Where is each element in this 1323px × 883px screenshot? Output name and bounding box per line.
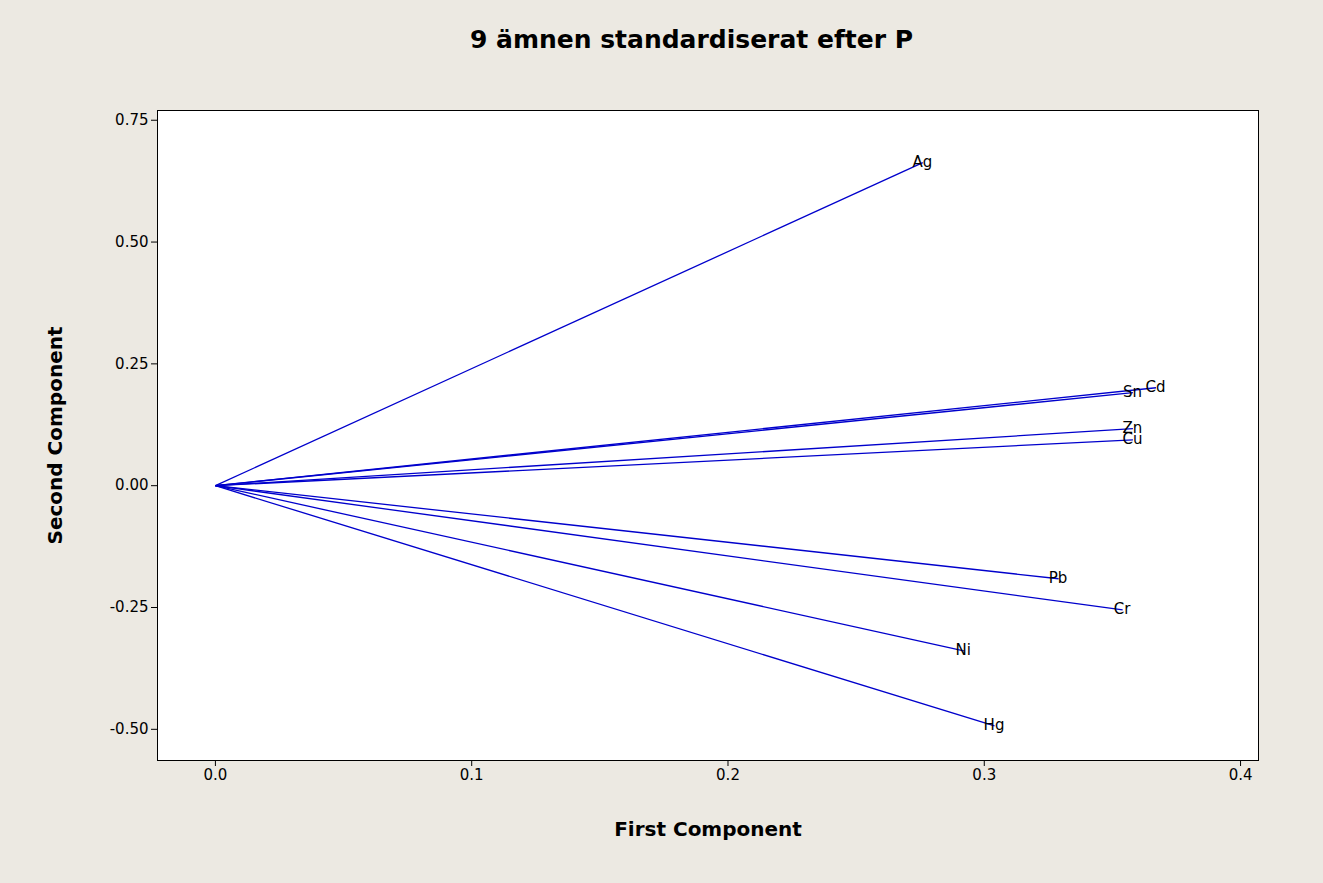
svg-text:0.00: 0.00 (115, 476, 148, 494)
svg-text:0.3: 0.3 (972, 766, 996, 784)
svg-text:Cr: Cr (1114, 600, 1131, 618)
html-text:9 ämnen standardiserat efter P: 9 ämnen standardiserat efter P (469, 25, 914, 54)
svg-text:0.75: 0.75 (115, 111, 148, 129)
svg-text:0.1: 0.1 (460, 766, 484, 784)
svg-text:First Component: First Component (614, 817, 802, 841)
svg-text:0.0: 0.0 (203, 766, 227, 784)
svg-text:-0.50: -0.50 (110, 720, 149, 738)
svg-text:0.4: 0.4 (1229, 766, 1253, 784)
svg-text:Ni: Ni (956, 641, 971, 659)
svg-text:0.25: 0.25 (115, 355, 148, 373)
svg-text:Second Component: Second Component (43, 326, 67, 544)
svg-text:Sn: Sn (1123, 383, 1142, 401)
svg-text:Zn: Zn (1122, 419, 1143, 437)
svg-text:Cd: Cd (1145, 378, 1165, 396)
svg-text:Pb: Pb (1049, 569, 1068, 587)
svg-text:-0.25: -0.25 (110, 598, 149, 616)
svg-text:Hg: Hg (984, 716, 1005, 734)
svg-text:0.2: 0.2 (716, 766, 740, 784)
svg-text:0.50: 0.50 (115, 233, 148, 251)
svg-text:Ag: Ag (912, 153, 932, 171)
svg-text:Cu: Cu (1122, 430, 1142, 448)
